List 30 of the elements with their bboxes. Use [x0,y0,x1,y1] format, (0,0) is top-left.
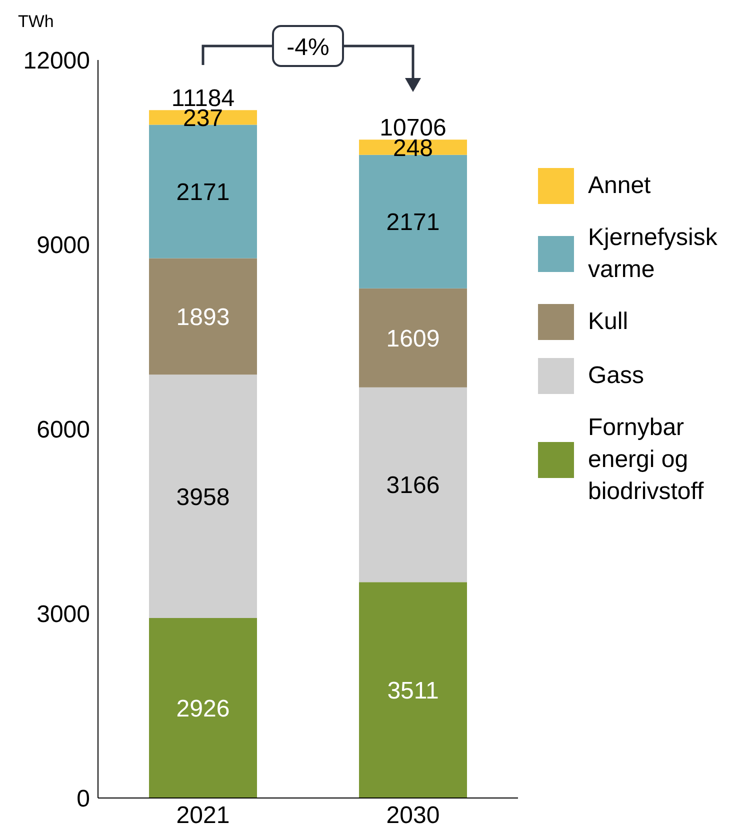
y-tick-label: 6000 [36,416,90,444]
y-tick-label: 3000 [36,601,90,628]
annotation: -4% [286,34,330,61]
legend-label: Fornybar energi og biodrivstoff [588,413,705,507]
x-tick-label: 2030 [386,802,440,830]
data-label: 3511 [387,678,439,705]
x-tick-label: 2021 [176,802,230,830]
legend-label: Kjernefysisk varme [588,223,718,285]
bar [149,124,257,258]
bar [149,258,257,375]
bar [359,387,467,582]
legend-label: Gass [588,361,644,391]
data-label: 2171 [176,178,230,206]
data-label: 1893 [176,304,230,331]
bar [359,288,467,388]
data-label: 2926 [176,696,230,723]
bar [359,154,467,288]
legend-label: Annet [588,171,651,201]
y-tick-label: 9000 [36,232,90,260]
data-label: 1609 [386,325,440,352]
bar [149,618,257,798]
y-tick-label: 12000 [23,48,90,75]
legend-label: Kull [588,307,628,337]
data-label: 3958 [176,484,230,511]
data-label: 3166 [386,472,440,500]
y-tick-label: 0 [76,786,90,813]
bar [359,582,467,798]
bar [149,374,257,618]
y-axis-title: TWh [18,12,54,32]
data-label: 2171 [386,209,440,236]
